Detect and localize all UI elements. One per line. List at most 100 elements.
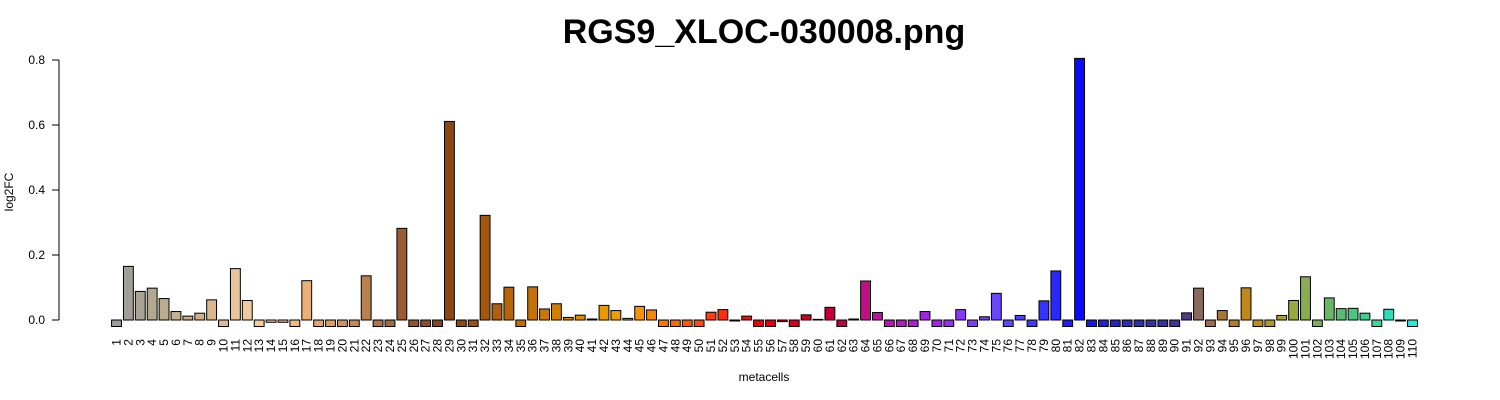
- x-tick-label: 61: [823, 339, 837, 353]
- bar-110: [1407, 319, 1418, 327]
- bar-18: [313, 319, 325, 327]
- x-tick-label: 5: [157, 339, 171, 346]
- x-tick-label: 15: [276, 339, 290, 353]
- y-tick-label: 0.2: [28, 248, 45, 262]
- bar-10: [218, 319, 229, 327]
- x-tick-label: 35: [514, 339, 528, 353]
- bar-70: [931, 319, 943, 327]
- x-tick-label: 100: [1287, 339, 1301, 359]
- bar-3: [134, 290, 146, 321]
- bar-43: [610, 310, 622, 321]
- x-tick-label: 71: [942, 339, 956, 353]
- bar-73: [967, 319, 979, 327]
- bar-72: [955, 309, 967, 321]
- bar-105: [1347, 307, 1359, 321]
- bar-9: [206, 299, 218, 321]
- x-tick-label: 7: [181, 339, 195, 346]
- bar-33: [491, 303, 503, 321]
- bar-95: [1228, 319, 1240, 327]
- bar-52: [717, 309, 729, 321]
- bar-16: [289, 319, 301, 327]
- x-tick-label: 33: [490, 339, 504, 353]
- bar-100: [1288, 300, 1300, 321]
- x-tick-label: 34: [502, 339, 516, 353]
- bar-65: [872, 312, 883, 321]
- bar-103: [1323, 297, 1335, 321]
- bar-5: [158, 298, 170, 321]
- bar-66: [883, 319, 895, 327]
- bar-56: [765, 319, 776, 327]
- bar-96: [1240, 287, 1252, 321]
- x-tick-label: 29: [442, 339, 456, 353]
- x-tick-label: 21: [347, 339, 361, 353]
- bar-39: [562, 316, 574, 321]
- x-tick-label: 103: [1322, 339, 1336, 359]
- bar-21: [348, 319, 360, 327]
- bar-108: [1383, 308, 1395, 321]
- x-tick-label: 46: [645, 339, 659, 353]
- x-tick-label: 77: [1013, 339, 1027, 353]
- bar-50: [693, 319, 705, 327]
- bar-23: [372, 319, 384, 327]
- bar-74: [979, 316, 990, 321]
- bar-6: [170, 311, 182, 321]
- x-tick-label: 95: [1227, 339, 1241, 353]
- x-tick-label: 2: [121, 339, 135, 346]
- bar-55: [753, 319, 764, 327]
- x-tick-label: 56: [763, 339, 777, 353]
- bar-12: [241, 300, 253, 321]
- bar-84: [1097, 319, 1109, 327]
- x-tick-label: 30: [454, 339, 468, 353]
- x-tick-label: 106: [1358, 339, 1372, 359]
- bar-104: [1335, 308, 1347, 321]
- bar-26: [408, 319, 420, 327]
- x-tick-label: 36: [526, 339, 540, 353]
- bar-30: [455, 319, 467, 327]
- x-tick-label: 98: [1263, 339, 1277, 353]
- bar-35: [515, 319, 527, 327]
- x-tick-label: 97: [1251, 339, 1265, 353]
- x-tick-label: 105: [1346, 339, 1360, 359]
- x-tick-label: 42: [597, 339, 611, 353]
- bar-85: [1109, 319, 1121, 327]
- bar-27: [420, 319, 432, 327]
- x-tick-label: 62: [835, 339, 849, 353]
- bar-13: [253, 319, 265, 327]
- bar-11: [229, 268, 241, 321]
- bar-81: [1062, 319, 1074, 327]
- x-tick-label: 9: [205, 339, 219, 346]
- x-tick-label: 74: [977, 339, 991, 353]
- bar-64: [860, 280, 872, 321]
- bar-25: [396, 227, 408, 321]
- x-tick-label: 3: [133, 339, 147, 346]
- x-tick-label: 104: [1334, 339, 1348, 359]
- bar-82: [1074, 57, 1086, 321]
- x-tick-label: 10: [217, 339, 231, 353]
- bar-67: [895, 319, 907, 327]
- x-tick-label: 75: [989, 339, 1003, 353]
- x-tick-label: 43: [609, 339, 623, 353]
- bar-22: [360, 275, 372, 321]
- x-tick-label: 110: [1406, 339, 1420, 358]
- bar-59: [800, 314, 812, 321]
- x-tick-label: 88: [1144, 339, 1158, 353]
- bar-63: [848, 318, 860, 321]
- bar-24: [384, 319, 396, 327]
- bar-102: [1311, 319, 1323, 327]
- bar-86: [1121, 319, 1133, 327]
- bar-40: [574, 314, 586, 321]
- bar-46: [646, 309, 657, 321]
- bar-51: [705, 311, 717, 321]
- bar-69: [919, 311, 931, 321]
- bar-83: [1086, 319, 1097, 327]
- bar-32: [479, 214, 491, 321]
- x-tick-label: 50: [692, 339, 706, 353]
- x-tick-label: 54: [740, 339, 754, 353]
- bar-93: [1204, 319, 1216, 327]
- bar-38: [550, 303, 562, 321]
- x-tick-label: 25: [395, 339, 409, 353]
- bar-53: [729, 319, 741, 322]
- x-tick-label: 108: [1382, 339, 1396, 359]
- x-tick-label: 52: [716, 339, 730, 353]
- x-tick-label: 57: [775, 339, 789, 353]
